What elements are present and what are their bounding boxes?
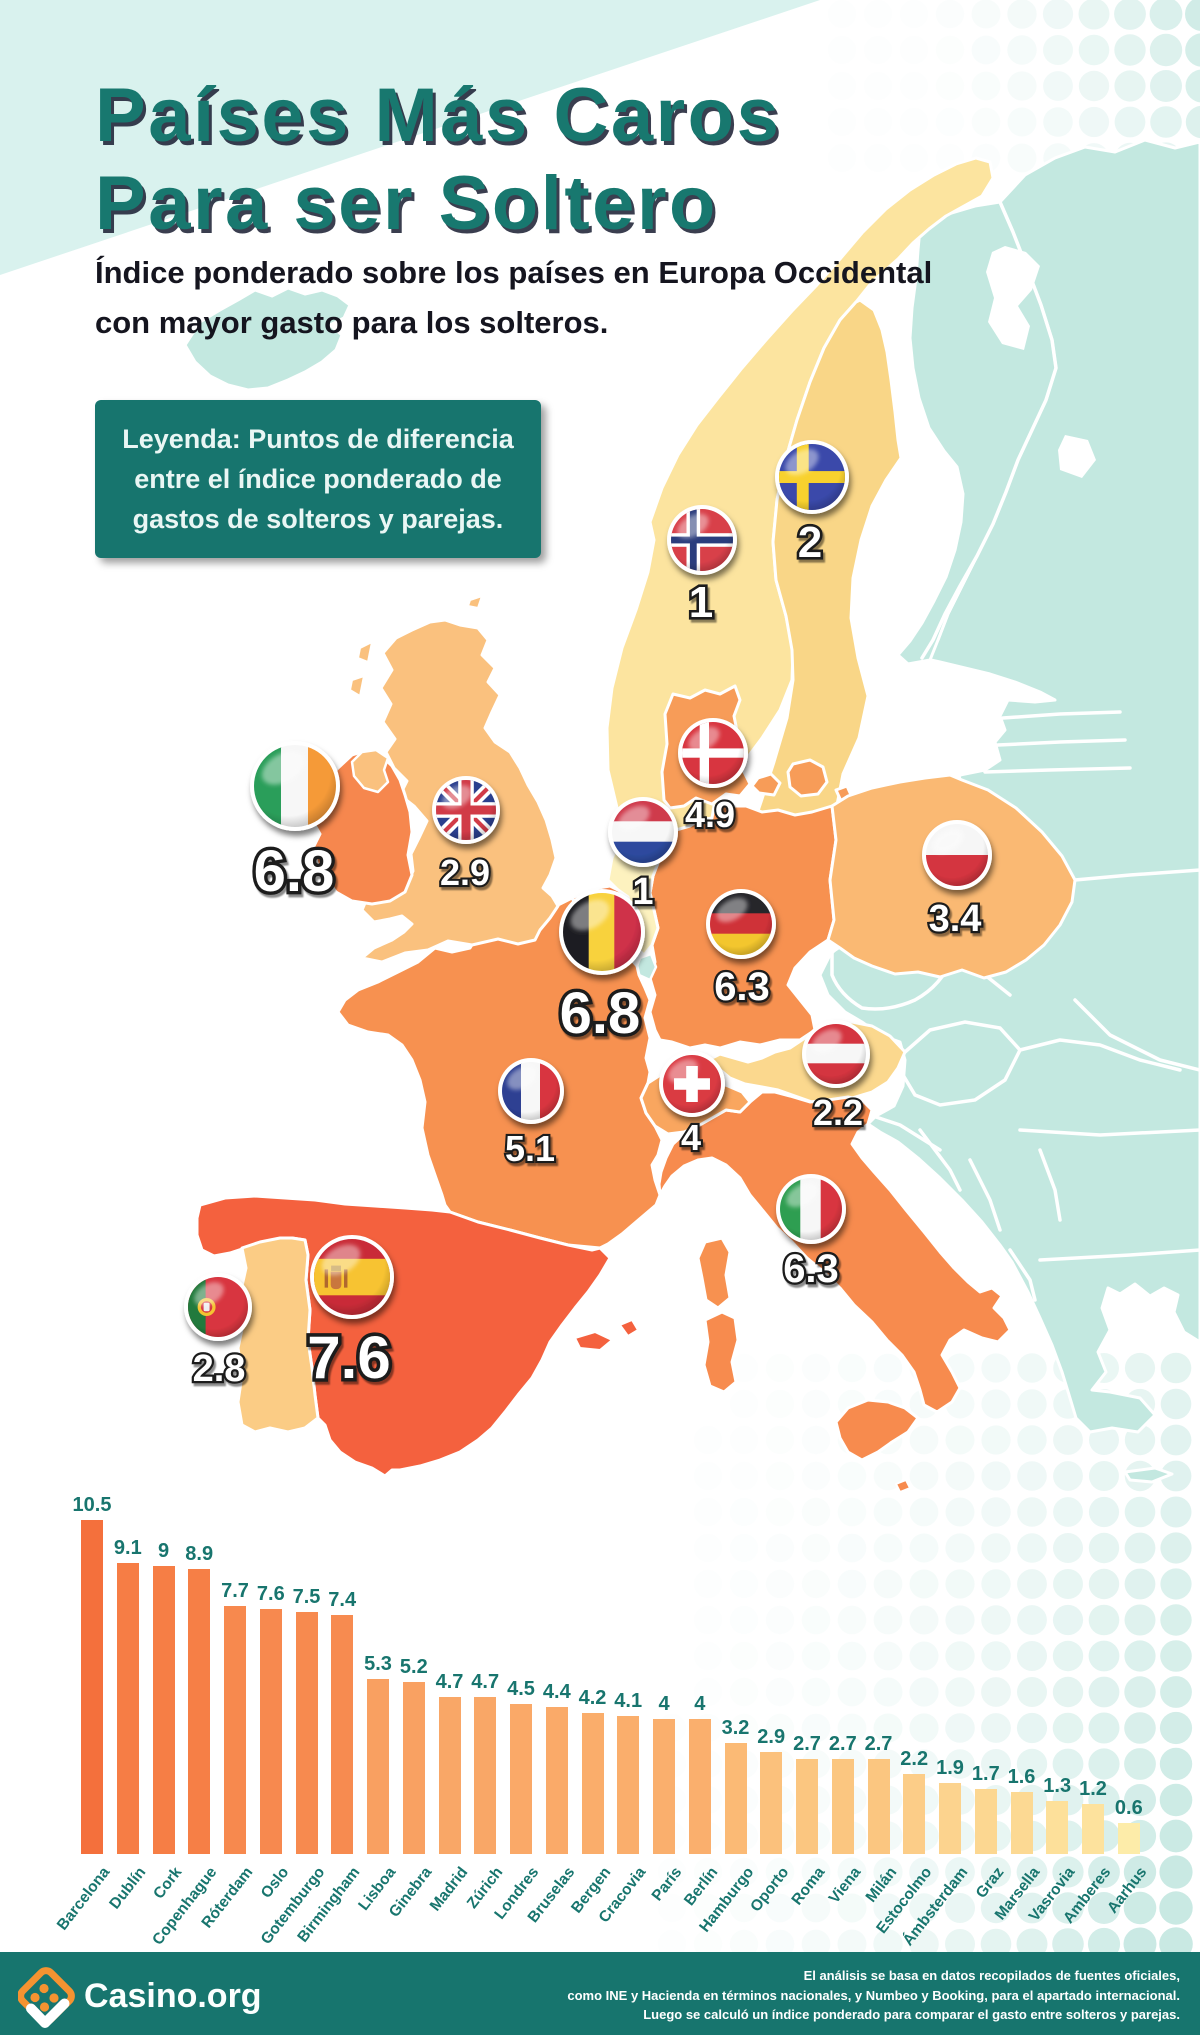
svg-text:2.2: 2.2 bbox=[813, 1092, 863, 1133]
svg-text:2.8: 2.8 bbox=[193, 1348, 246, 1390]
svg-text:1: 1 bbox=[689, 578, 713, 627]
svg-text:3.4: 3.4 bbox=[929, 898, 982, 940]
svg-text:4: 4 bbox=[681, 1117, 701, 1158]
svg-text:6.8: 6.8 bbox=[560, 981, 641, 1046]
svg-text:2: 2 bbox=[798, 518, 822, 567]
svg-text:6.3: 6.3 bbox=[714, 965, 770, 1009]
svg-text:5.1: 5.1 bbox=[505, 1128, 555, 1169]
svg-text:4.9: 4.9 bbox=[685, 794, 735, 835]
svg-text:1: 1 bbox=[632, 871, 653, 913]
svg-text:7.6: 7.6 bbox=[307, 1324, 390, 1391]
svg-text:6.3: 6.3 bbox=[783, 1247, 839, 1291]
svg-text:2.9: 2.9 bbox=[440, 852, 490, 893]
svg-text:6.8: 6.8 bbox=[254, 839, 335, 904]
